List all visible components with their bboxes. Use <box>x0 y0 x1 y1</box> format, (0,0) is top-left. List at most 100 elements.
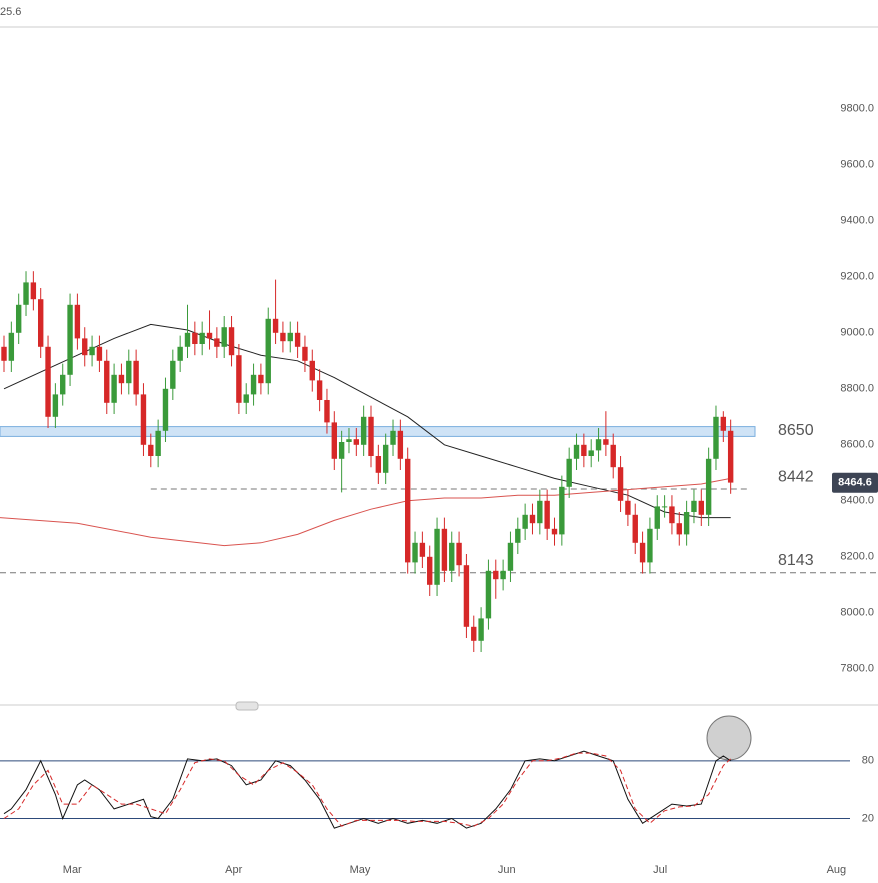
candle-body <box>463 565 470 627</box>
candle-body <box>104 360 110 403</box>
candle-body <box>573 444 580 459</box>
candle-body <box>294 332 301 347</box>
resistance-zone <box>0 426 756 437</box>
candle-body <box>162 388 169 431</box>
candle-body <box>559 486 565 535</box>
candle-body <box>30 282 37 300</box>
candle-body <box>500 570 506 580</box>
candle-body <box>544 500 550 529</box>
candle-body <box>170 360 176 389</box>
candle-body <box>67 304 73 375</box>
price-tag-label: 8464.6 <box>838 477 872 489</box>
y-tick-label: 80 <box>862 755 874 767</box>
candle-body <box>485 570 492 619</box>
candle-body <box>38 299 44 347</box>
candle-body <box>60 374 66 395</box>
candle-body <box>397 430 404 459</box>
candle-body <box>360 416 367 445</box>
candle-body <box>236 355 242 403</box>
candle-body <box>221 327 227 347</box>
candle-body <box>441 528 448 571</box>
x-tick-label: Apr <box>225 864 242 876</box>
candle-body <box>617 467 624 501</box>
y-tick-label: 8200.0 <box>840 551 874 563</box>
candle-body <box>302 346 308 361</box>
candle-body <box>603 439 609 445</box>
candle-body <box>250 374 257 395</box>
candle-body <box>353 439 360 445</box>
stochastic-line <box>3 750 731 829</box>
candle-body <box>265 318 271 384</box>
candle-body <box>610 444 616 468</box>
x-tick-label: Mar <box>63 864 82 876</box>
candle-body <box>654 506 660 529</box>
candle-body <box>243 394 249 403</box>
candle-body <box>625 500 631 515</box>
corner-text: 25.6 <box>0 6 21 18</box>
candle-body <box>89 346 95 356</box>
y-tick-label: 8800.0 <box>840 383 874 395</box>
candle-body <box>23 282 29 305</box>
candle-body <box>639 542 646 563</box>
candle-body <box>184 332 191 347</box>
candle-body <box>529 514 536 524</box>
candle-body <box>405 458 411 563</box>
candle-body <box>148 444 154 456</box>
candle-body <box>698 500 704 515</box>
price-tag <box>832 472 878 493</box>
y-tick-label: 9400.0 <box>840 215 874 227</box>
candle-body <box>133 360 139 395</box>
candle-body <box>74 304 81 339</box>
candle-body <box>111 374 117 403</box>
candle-body <box>720 416 727 431</box>
candle-body <box>676 523 682 535</box>
candle-body <box>118 374 125 384</box>
candle-body <box>412 542 418 563</box>
candle-body <box>595 439 602 451</box>
candle-body <box>140 394 147 445</box>
candle-body <box>683 512 690 535</box>
candle-body <box>177 346 183 361</box>
candle-body <box>15 304 22 333</box>
candle-body <box>537 500 543 524</box>
candle-body <box>280 332 286 342</box>
zone-label: 8650 <box>778 422 814 439</box>
candle-body <box>581 444 587 456</box>
candle-body <box>449 542 455 571</box>
candle-body <box>8 332 15 361</box>
candle-body <box>214 338 220 347</box>
x-tick-label: May <box>350 864 371 876</box>
y-tick-label: 9200.0 <box>840 271 874 283</box>
pane-handle[interactable] <box>235 701 259 711</box>
candle-body <box>419 542 426 557</box>
candle-body <box>434 528 440 585</box>
candle-body <box>206 332 213 339</box>
candle-body <box>522 514 528 529</box>
candle-body <box>727 430 734 483</box>
y-tick-label: 8600.0 <box>840 439 874 451</box>
y-tick-label: 9800.0 <box>840 103 874 115</box>
candle-body <box>515 528 521 543</box>
candle-body <box>258 374 264 384</box>
candle-body <box>713 416 719 459</box>
candle-body <box>368 416 374 456</box>
y-tick-label: 9000.0 <box>840 327 874 339</box>
candle-body <box>324 400 330 423</box>
candle-body <box>316 380 323 400</box>
candle-body <box>493 570 499 580</box>
candle-body <box>647 528 653 563</box>
candle-body <box>126 360 132 384</box>
candle-body <box>287 332 293 342</box>
y-tick-label: 8000.0 <box>840 607 874 619</box>
x-tick-label: Jul <box>653 864 667 876</box>
candle-body <box>705 458 712 515</box>
candle-body <box>45 346 51 417</box>
candle-body <box>331 422 337 459</box>
candle-body <box>96 346 103 361</box>
candle-body <box>661 506 668 508</box>
candle-body <box>691 500 697 512</box>
candle-body <box>471 626 477 641</box>
candle-body <box>338 442 345 459</box>
candle-body <box>669 506 675 524</box>
